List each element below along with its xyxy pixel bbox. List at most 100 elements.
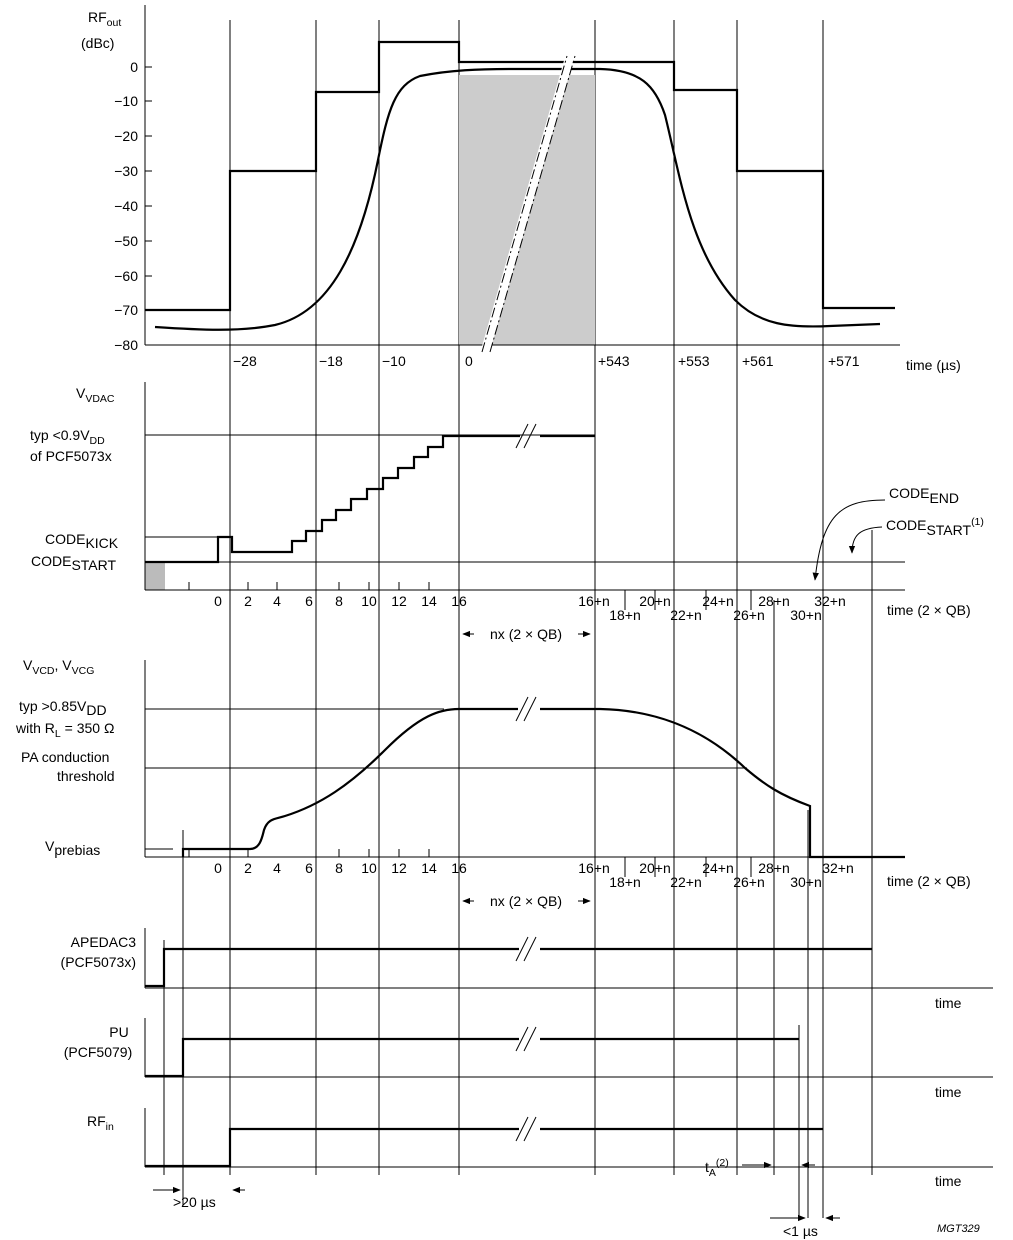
rf-mask-line xyxy=(145,40,895,312)
xtick-label: 8 xyxy=(335,593,343,609)
vcd-xticklabels: 0 2 4 6 8 10 12 14 16 16+n 20+n 24+n 28+… xyxy=(214,860,854,890)
xtick-label: 28+n xyxy=(758,593,790,609)
ta-label: tA(2) xyxy=(705,1157,729,1179)
time-guide-lines xyxy=(163,20,873,1218)
xtick-label: 24+n xyxy=(702,860,734,876)
vcd-high-label: typ >0.85VDD xyxy=(19,698,107,718)
panel-rf-out: RFout (dBc) 0 −10 −20 −30 −40 −50 −60 −7… xyxy=(81,5,961,373)
pu-xlabel: time xyxy=(935,1084,962,1100)
vcd-ylabel: VVCD, VVCG xyxy=(23,657,94,677)
break-mark xyxy=(515,1116,537,1142)
xtick-label: 8 xyxy=(335,860,343,876)
rf-out-unit: (dBc) xyxy=(81,35,114,51)
rf-power-curve xyxy=(154,67,881,331)
time-break-mark xyxy=(480,54,576,354)
xtick-label: 18+n xyxy=(609,874,641,890)
rf-in-signal xyxy=(145,1127,519,1168)
xtick-label: 16+n xyxy=(578,860,610,876)
xtick-label: 32+n xyxy=(814,593,846,609)
pu-label-2: (PCF5079) xyxy=(64,1044,132,1060)
ytick-label: 0 xyxy=(130,59,138,75)
xtick-label: 10 xyxy=(361,860,377,876)
xtick-label: 12 xyxy=(391,860,407,876)
vdac-xlabel: time (2 × QB) xyxy=(887,602,971,618)
threshold-label-2: threshold xyxy=(57,768,115,784)
panel-vcd-vcg: VVCD, VVCG typ >0.85VDD with RL = 350 Ω … xyxy=(15,657,971,909)
vcd-high-label-2: with RL = 350 Ω xyxy=(15,720,114,740)
ytick-label: −60 xyxy=(114,268,138,284)
xtick-label: 14 xyxy=(421,593,437,609)
x-ticks xyxy=(188,849,752,877)
vcd-curve xyxy=(181,707,905,859)
vdac-ylabel: VVDAC xyxy=(76,385,115,405)
xtick-label: 28+n xyxy=(758,860,790,876)
xtick-label: 32+n xyxy=(822,860,854,876)
vdac-span-label: nx (2 × QB) xyxy=(490,626,562,642)
vcd-xlabel: time (2 × QB) xyxy=(887,873,971,889)
panel-apedac3: APEDAC3 (PCF5073x) time xyxy=(61,928,993,1011)
rf-out-xlabel: time (µs) xyxy=(906,357,961,373)
code-start-label: CODESTART xyxy=(31,553,116,573)
ytick-label: −80 xyxy=(114,337,138,353)
rf-in-xlabel: time xyxy=(935,1173,962,1189)
xtick-label: +571 xyxy=(828,353,860,369)
xtick-label: 26+n xyxy=(733,607,765,623)
ytick-label: −40 xyxy=(114,198,138,214)
break-mark xyxy=(515,936,537,962)
xtick-label: 16 xyxy=(451,593,467,609)
code-start-callout: CODESTART(1) xyxy=(886,516,984,538)
ytick-label: −50 xyxy=(114,233,138,249)
ytick-label: −10 xyxy=(114,93,138,109)
panel-rf-in: RFin time xyxy=(87,1108,993,1189)
vdac-staircase xyxy=(145,434,520,564)
vcd-span-label: nx (2 × QB) xyxy=(490,893,562,909)
panel-pu: PU (PCF5079) time xyxy=(64,1018,993,1100)
apedac3-signal xyxy=(145,947,519,988)
vdac-xticklabels: 0 2 4 6 8 10 12 14 16 16+n 20+n 24+n 28+… xyxy=(214,593,846,623)
xtick-label: 14 xyxy=(421,860,437,876)
break-mark xyxy=(515,696,537,722)
code-end-callout: CODEEND xyxy=(889,485,959,506)
rf-out-yticklabels: 0 −10 −20 −30 −40 −50 −60 −70 −80 xyxy=(114,59,138,353)
xtick-label: 4 xyxy=(273,860,281,876)
xtick-label: 22+n xyxy=(670,874,702,890)
xtick-label: 16 xyxy=(451,860,467,876)
xtick-label: 26+n xyxy=(733,874,765,890)
xtick-label: +543 xyxy=(598,353,630,369)
xtick-label: 6 xyxy=(305,593,313,609)
panel-vdac: VVDAC typ <0.9VDD of PCF5073x CODEKICK C… xyxy=(30,382,984,642)
start-shading xyxy=(145,562,165,590)
xtick-label: 24+n xyxy=(702,593,734,609)
xtick-label: 0 xyxy=(214,593,222,609)
pu-label: PU xyxy=(109,1024,128,1040)
xtick-label: 6 xyxy=(305,860,313,876)
rf-in-label: RFin xyxy=(87,1113,114,1133)
figure-id: MGT329 xyxy=(937,1223,980,1235)
timing-annotations: >20 µs tA(2) <1 µs xyxy=(153,1157,840,1239)
xtick-label: 22+n xyxy=(670,607,702,623)
xtick-label: +553 xyxy=(678,353,710,369)
ytick-label: −70 xyxy=(114,302,138,318)
apedac3-label: APEDAC3 xyxy=(71,934,137,950)
xtick-label: −28 xyxy=(233,353,257,369)
xtick-label: 12 xyxy=(391,593,407,609)
xtick-label: 0 xyxy=(465,353,473,369)
ytick-label: −30 xyxy=(114,163,138,179)
xtick-label: +561 xyxy=(742,353,774,369)
lt1-label: <1 µs xyxy=(783,1223,818,1239)
xtick-label: 30+n xyxy=(790,874,822,890)
code-start-arrow xyxy=(848,526,883,554)
xtick-label: 20+n xyxy=(639,860,671,876)
rf-out-ylabel: RFout xyxy=(88,9,121,29)
code-kick-label: CODEKICK xyxy=(45,531,119,551)
threshold-label: PA conduction xyxy=(21,749,109,765)
break-mark xyxy=(515,423,537,449)
vdac-high-label-2: of PCF5073x xyxy=(30,448,112,464)
code-end-arrow xyxy=(812,499,886,581)
rf-out-xticklabels: −28 −18 −10 0 +543 +553 +561 +571 xyxy=(233,353,860,369)
apedac3-xlabel: time xyxy=(935,995,962,1011)
xtick-label: 10 xyxy=(361,593,377,609)
y-ticks xyxy=(145,66,152,311)
xtick-label: 4 xyxy=(273,593,281,609)
